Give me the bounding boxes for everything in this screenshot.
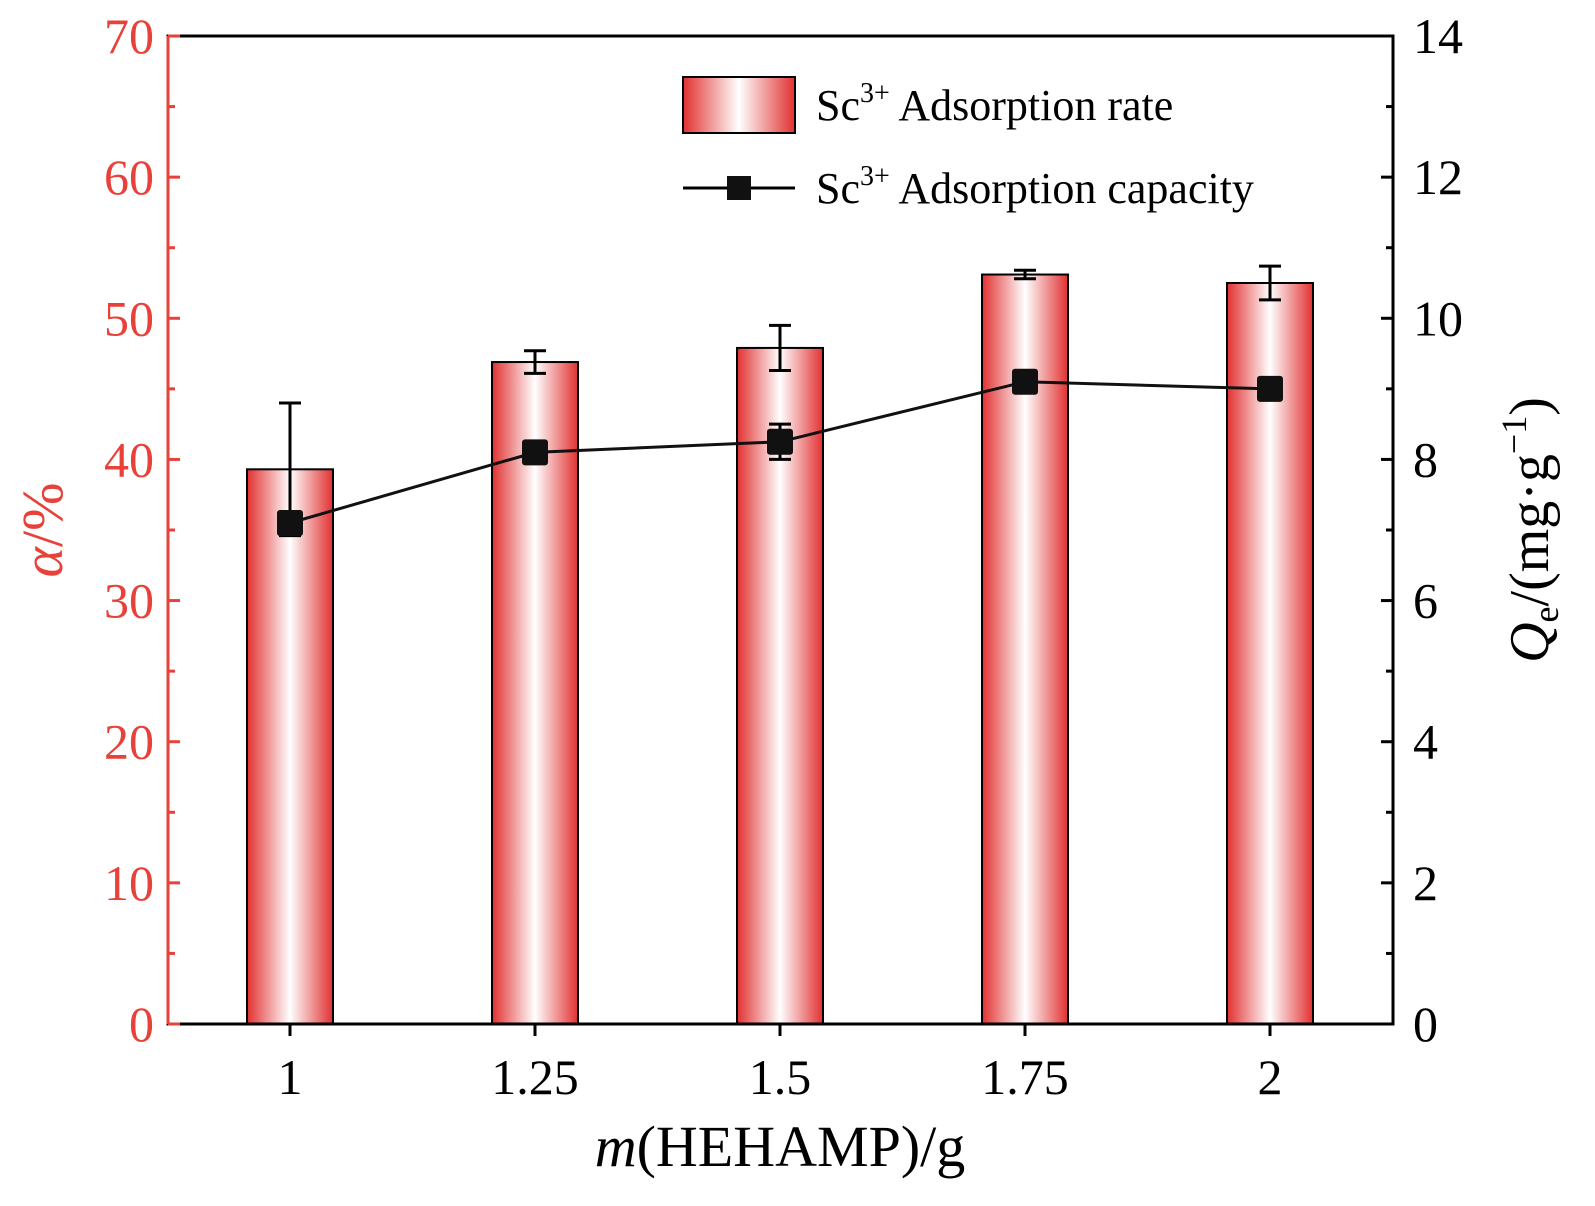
capacity-point-marker bbox=[1012, 368, 1038, 395]
x-tick-label: 1 bbox=[278, 1049, 303, 1105]
right-y-tick-label: 8 bbox=[1413, 431, 1438, 487]
left-y-tick-label: 30 bbox=[104, 573, 154, 629]
bar-adsorption-rate bbox=[246, 468, 334, 1025]
x-tick-label: 2 bbox=[1258, 1049, 1283, 1105]
right-y-tick-label: 6 bbox=[1413, 573, 1438, 629]
right-y-tick-label: 0 bbox=[1413, 996, 1438, 1052]
bar-error-bar bbox=[1259, 264, 1281, 302]
x-tick-label: 1.5 bbox=[749, 1049, 812, 1105]
capacity-point-marker bbox=[277, 509, 303, 536]
legend: Sc3+ Adsorption rate Sc3+ Adsorption cap… bbox=[682, 76, 1254, 213]
left-y-tick-label: 10 bbox=[104, 855, 154, 911]
right-y-axis-title: Qe/(mg·g−1) bbox=[1494, 397, 1566, 663]
left-y-tick-label: 0 bbox=[129, 996, 154, 1052]
bar-error-bar bbox=[524, 349, 546, 375]
x-tick-label: 1.75 bbox=[981, 1049, 1069, 1105]
left-y-axis: 0 10 20 30 40 50 60 70 bbox=[104, 8, 180, 1052]
left-y-tick-label: 20 bbox=[104, 714, 154, 770]
bar-series bbox=[246, 273, 1314, 1026]
legend-bar-swatch bbox=[682, 76, 796, 134]
left-y-tick-label: 60 bbox=[104, 149, 154, 205]
capacity-point-marker bbox=[522, 439, 548, 466]
left-y-tick-label: 50 bbox=[104, 290, 154, 346]
legend-square-marker bbox=[727, 176, 751, 200]
left-y-axis-title: α/% bbox=[10, 483, 75, 578]
legend-label-adsorption-rate: Sc3+ Adsorption rate bbox=[816, 78, 1173, 130]
right-y-tick-label: 2 bbox=[1413, 855, 1438, 911]
right-y-axis: 0 2 4 6 8 10 12 14 bbox=[1381, 8, 1463, 1052]
bar-error-bar bbox=[1014, 268, 1036, 281]
line-series bbox=[277, 368, 1283, 536]
right-y-tick-label: 14 bbox=[1413, 8, 1463, 64]
right-y-tick-label: 10 bbox=[1413, 290, 1463, 346]
left-y-tick-label: 40 bbox=[104, 431, 154, 487]
legend-label-adsorption-capacity: Sc3+ Adsorption capacity bbox=[816, 161, 1254, 213]
right-y-tick-label: 12 bbox=[1413, 149, 1463, 205]
capacity-point-marker bbox=[767, 428, 793, 455]
x-axis: 1 1.25 1.5 1.75 2 bbox=[278, 1024, 1283, 1105]
capacity-point-marker bbox=[1257, 375, 1283, 402]
bar-error-bar bbox=[769, 323, 791, 373]
x-axis-title: m(HEHAMP)/g bbox=[595, 1114, 966, 1179]
x-tick-label: 1.25 bbox=[491, 1049, 579, 1105]
left-y-tick-label: 70 bbox=[104, 8, 154, 64]
right-y-tick-label: 4 bbox=[1413, 714, 1438, 770]
